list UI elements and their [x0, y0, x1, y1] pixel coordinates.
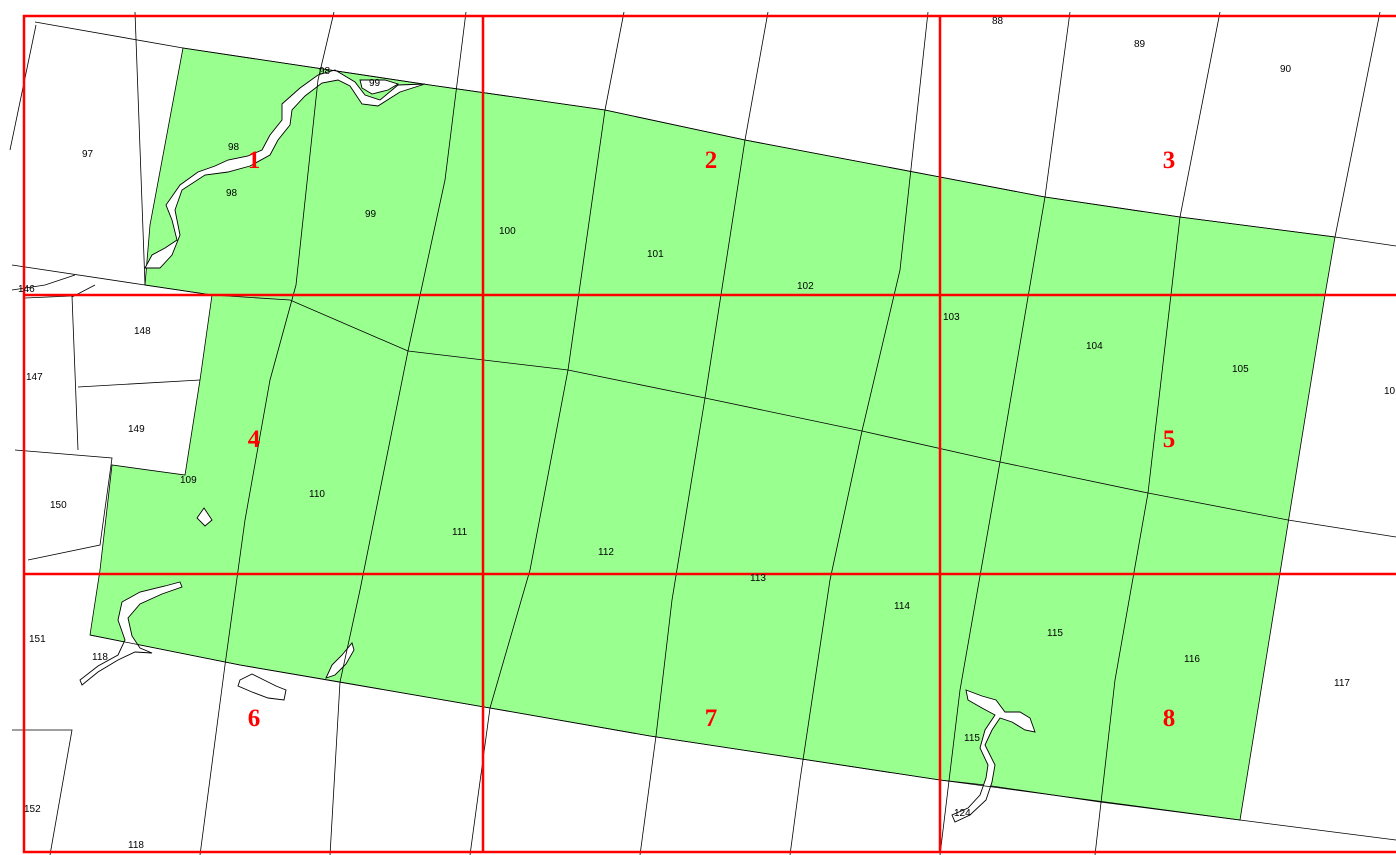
sheet-number: 6	[248, 705, 261, 732]
parcel-labels: 88 89 90 97 98 99 98 98 99 100 101 102 1…	[18, 16, 1396, 851]
sheet-number: 1	[248, 147, 261, 174]
sheet-grid	[22, 14, 1396, 854]
sheet-numbers: 1 2 3 4 5 6 7 8	[248, 147, 1176, 732]
parcel-label: 88	[992, 16, 1004, 27]
parcel-label: 98	[228, 142, 240, 153]
parcel-label: 103	[943, 312, 960, 323]
sheet-number: 2	[705, 147, 718, 174]
parcel-boundaries	[9, 11, 1396, 855]
parcel-label: 149	[128, 424, 145, 435]
lake-shape	[196, 507, 213, 527]
parcel-label: 124	[954, 808, 971, 819]
parcel-label: 115	[964, 733, 980, 744]
lake-shape	[237, 673, 287, 701]
parcel-label: 98	[226, 188, 238, 199]
parcel-label: 10	[1384, 386, 1396, 397]
parcel-label: 99	[369, 78, 381, 89]
parcel-label: 98	[319, 66, 331, 77]
lake-shape	[79, 581, 183, 686]
parcel-label: 104	[1086, 341, 1103, 352]
sheet-number: 8	[1163, 705, 1176, 732]
parcel-label: 105	[1232, 364, 1249, 375]
parcel-label: 111	[452, 527, 468, 538]
parcel-label: 101	[647, 249, 664, 260]
parcel-label: 146	[18, 284, 35, 295]
parcel-label: 151	[29, 634, 46, 645]
parcel-label: 116	[1184, 654, 1200, 665]
parcel-label: 152	[24, 804, 41, 815]
parcel-label: 115	[1047, 628, 1063, 639]
parcel-label: 118	[92, 652, 108, 663]
parcel-label: 117	[1334, 678, 1350, 689]
parcel-label: 147	[26, 372, 43, 383]
parcel-label: 118	[128, 840, 144, 851]
sheet-number: 5	[1163, 426, 1176, 453]
lake-shape	[359, 79, 400, 95]
parcel-label: 110	[309, 489, 325, 500]
parcel-label: 109	[180, 475, 197, 486]
parcel-label: 102	[797, 281, 814, 292]
parcel-label: 89	[1134, 39, 1146, 50]
sheet-number: 3	[1163, 147, 1176, 174]
sheet-number: 7	[705, 705, 718, 732]
parcel-label: 100	[499, 226, 516, 237]
parcel-label: 148	[134, 326, 151, 337]
parcel-label: 112	[598, 547, 614, 558]
lake-shape	[144, 69, 426, 269]
parcel-label: 113	[750, 573, 766, 584]
parcel-label: 114	[894, 601, 910, 612]
sheet-number: 4	[248, 426, 261, 453]
lake-shape	[325, 642, 355, 679]
parcel-label: 99	[365, 209, 377, 220]
lake-shape	[951, 689, 1036, 823]
parcel-label: 97	[82, 149, 94, 160]
parcel-label: 90	[1280, 64, 1292, 75]
parcel-label: 150	[50, 500, 67, 511]
